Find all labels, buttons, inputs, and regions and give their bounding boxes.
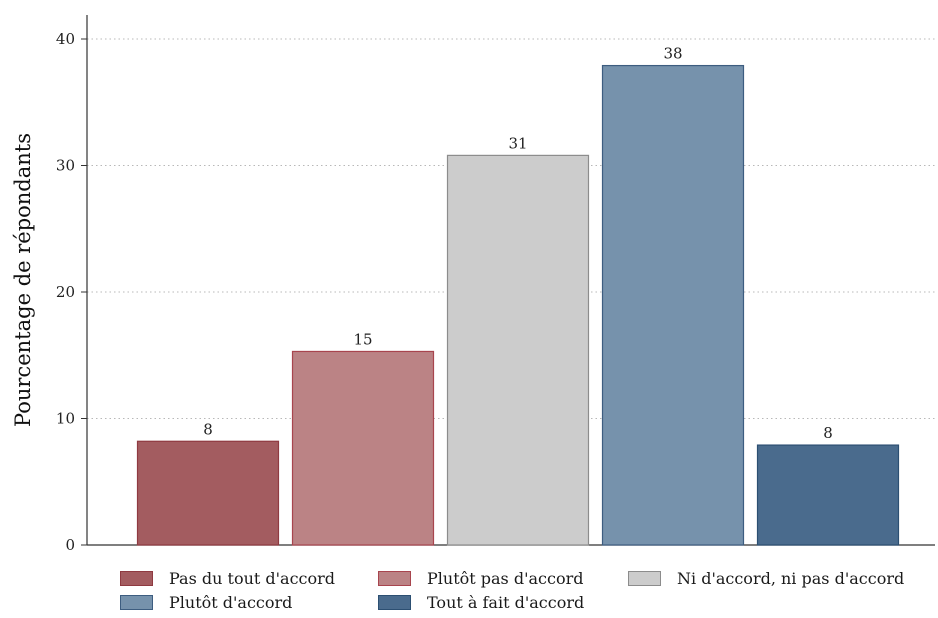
legend-swatch xyxy=(378,570,411,586)
bars xyxy=(136,64,900,546)
y-axis-label: Pourcentage de répondants xyxy=(11,133,35,427)
legend-item-3: Ni d'accord, ni pas d'accord xyxy=(628,568,904,588)
legend-item-2: Plutôt pas d'accord xyxy=(378,568,583,588)
y-tick-label-20: 20 xyxy=(56,283,75,301)
legend-label: Plutôt d'accord xyxy=(169,592,293,612)
data-label-4: 38 xyxy=(663,45,682,63)
legend-swatch xyxy=(628,570,661,586)
y-tick-label-40: 40 xyxy=(56,30,75,48)
legend-swatch xyxy=(120,570,153,586)
legend-item-5: Tout à fait d'accord xyxy=(378,592,584,612)
bar-3 xyxy=(446,154,590,546)
legend-label: Tout à fait d'accord xyxy=(427,592,585,612)
data-label-5: 8 xyxy=(823,424,833,442)
legend-swatch xyxy=(120,594,153,610)
data-label-3: 31 xyxy=(508,134,527,152)
legend-item-1: Pas du tout d'accord xyxy=(120,568,335,588)
legend-label: Ni d'accord, ni pas d'accord xyxy=(677,568,905,588)
legend-item-4: Plutôt d'accord xyxy=(120,592,292,612)
y-tick-label-0: 0 xyxy=(65,536,75,554)
legend-label: Plutôt pas d'accord xyxy=(427,568,584,588)
bar-1 xyxy=(136,440,280,546)
legend-label: Pas du tout d'accord xyxy=(169,568,336,588)
bar-4 xyxy=(601,64,745,546)
y-tick-label-10: 10 xyxy=(56,410,75,428)
legend-swatch xyxy=(378,594,411,610)
bar-2 xyxy=(291,350,435,546)
data-labels: 8 15 31 38 8 xyxy=(203,45,833,443)
data-label-2: 15 xyxy=(353,330,372,348)
bar-5 xyxy=(756,444,900,546)
y-tick-label-30: 30 xyxy=(56,157,75,175)
data-label-1: 8 xyxy=(203,420,213,438)
